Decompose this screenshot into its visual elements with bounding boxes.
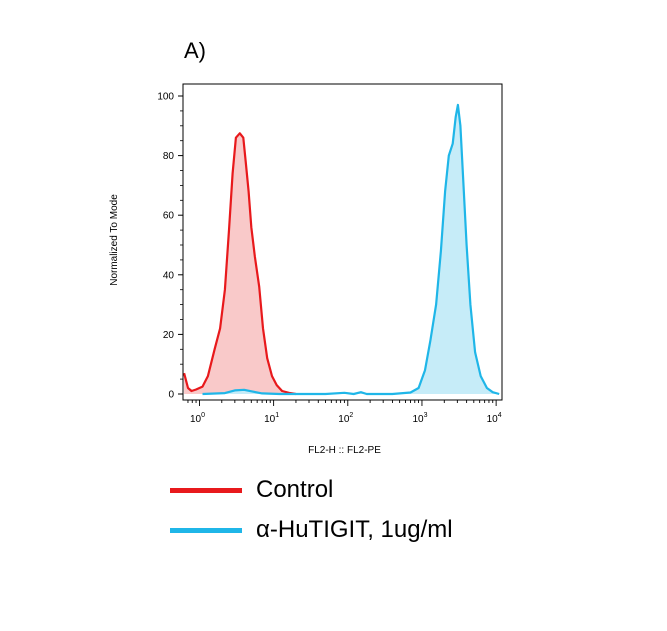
x-tick-label-0: 100	[190, 412, 205, 425]
x-tick-label-3: 103	[412, 412, 427, 425]
series-line-0	[183, 132, 297, 396]
x-tick-label-1: 101	[264, 412, 279, 425]
legend-label-control: Control	[256, 476, 334, 503]
plot-frame	[182, 83, 503, 401]
legend-item-control: Control	[170, 470, 453, 510]
series-line-1	[202, 103, 500, 396]
legend-swatch-control	[170, 487, 242, 493]
series-fill-1	[202, 104, 500, 395]
y-tick-label-1: 20	[163, 330, 175, 341]
legend: Control α-HuTIGIT, 1ug/ml	[170, 470, 453, 550]
y-tick-label-4: 80	[163, 151, 175, 162]
legend-swatch-anti-hutigit	[170, 527, 242, 533]
x-tick-label-4: 104	[487, 412, 502, 425]
legend-item-anti-hutigit: α-HuTIGIT, 1ug/ml	[170, 510, 453, 550]
series-fill-0	[184, 133, 296, 395]
legend-label-anti-hutigit: α-HuTIGIT, 1ug/ml	[256, 516, 453, 543]
y-axis-label: Normalized To Mode	[109, 194, 120, 286]
panel-label: A)	[184, 38, 206, 63]
y-tick-label-0: 0	[168, 390, 174, 401]
y-tick-label-5: 100	[157, 92, 174, 103]
x-tick-label-2: 102	[338, 412, 353, 425]
y-tick-label-3: 60	[163, 211, 175, 222]
y-tick-label-2: 40	[163, 270, 175, 281]
x-axis-label: FL2-H :: FL2-PE	[308, 445, 381, 456]
